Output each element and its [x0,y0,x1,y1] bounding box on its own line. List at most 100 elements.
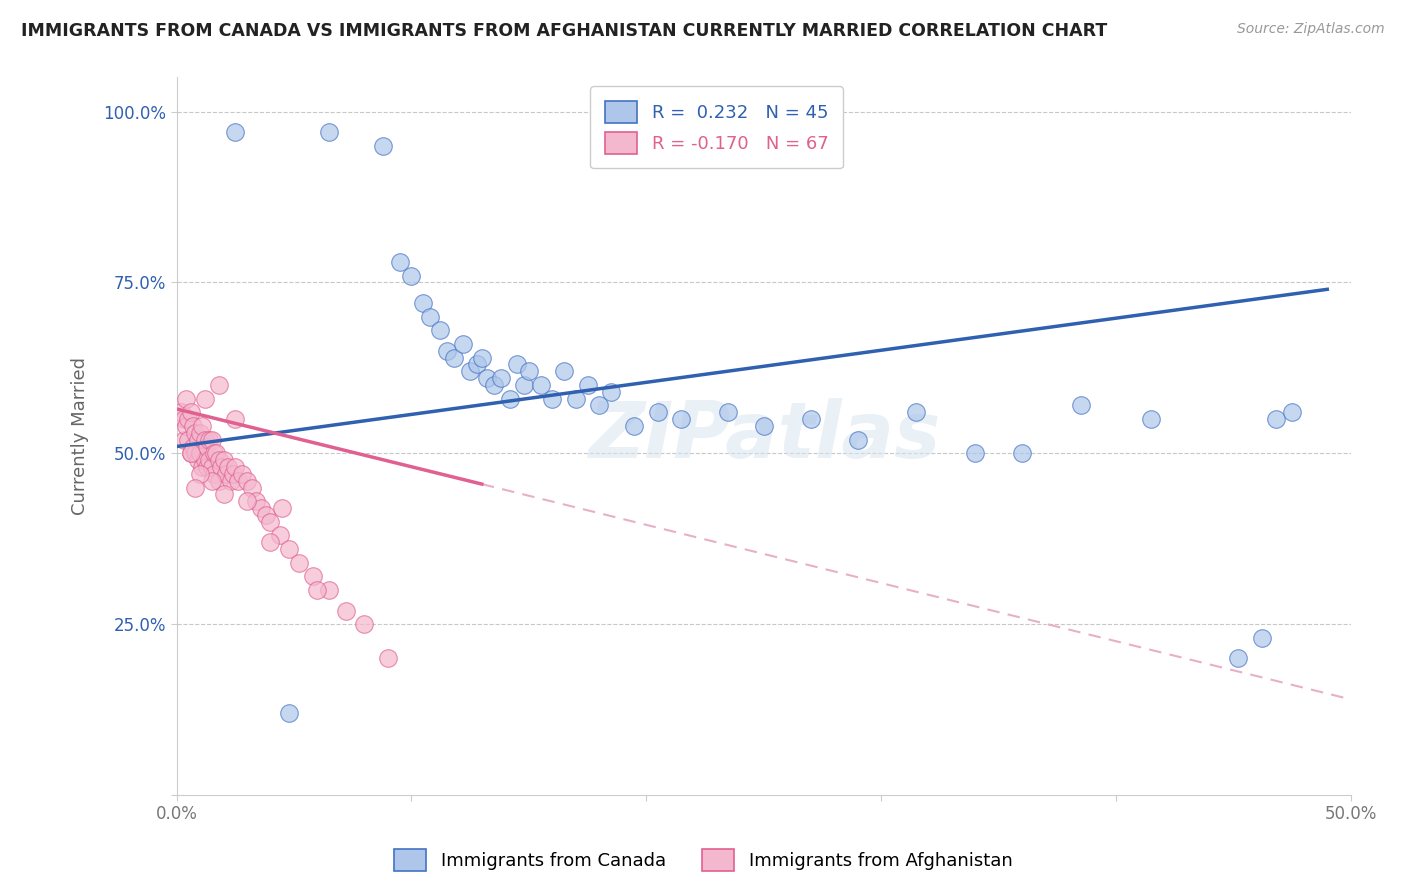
Point [245,494,267,508]
Point [184,425,207,440]
Point [191,419,214,434]
Point [202,467,225,481]
Point [388,255,411,269]
Point [217,460,239,475]
Point [205,446,228,460]
Point [671,412,693,426]
Point [212,487,235,501]
Point [443,351,465,365]
Point [177,433,200,447]
Point [377,651,399,665]
Point [181,419,204,434]
Point [489,371,512,385]
Point [231,467,253,481]
Point [1070,399,1092,413]
Point [565,392,588,406]
Point [215,467,238,481]
Legend: R =  0.232   N = 45, R = -0.170   N = 67: R = 0.232 N = 45, R = -0.170 N = 67 [591,87,844,169]
Point [905,405,928,419]
Y-axis label: Currently Married: Currently Married [72,358,89,516]
Point [187,433,209,447]
Point [513,378,536,392]
Point [318,582,340,597]
Point [187,453,209,467]
Point [278,541,301,556]
Point [963,446,986,460]
Point [180,405,202,419]
Point [301,569,323,583]
Point [208,378,231,392]
Point [201,433,224,447]
Point [188,446,211,460]
Point [846,433,869,447]
Point [177,412,200,426]
Point [236,494,259,508]
Point [208,474,231,488]
Point [475,371,498,385]
Point [451,337,474,351]
Point [465,358,488,372]
Text: ZIPatlas: ZIPatlas [588,398,939,475]
Point [195,460,218,475]
Point [1264,412,1286,426]
Point [198,433,221,447]
Point [717,405,740,419]
Point [553,364,575,378]
Point [236,474,259,488]
Point [201,474,224,488]
Point [1140,412,1163,426]
Point [752,419,775,434]
Point [588,399,610,413]
Point [353,617,375,632]
Point [471,351,494,365]
Text: Source: ZipAtlas.com: Source: ZipAtlas.com [1237,22,1385,37]
Point [174,419,197,434]
Point [800,412,823,426]
Point [180,446,202,460]
Point [259,515,281,529]
Point [181,440,204,454]
Point [1011,446,1033,460]
Point [429,323,451,337]
Point [529,378,551,392]
Point [278,706,301,720]
Point [318,125,340,139]
Point [194,453,217,467]
Point [1281,405,1303,419]
Point [184,481,207,495]
Point [212,453,235,467]
Point [224,125,246,139]
Point [198,453,221,467]
Point [174,392,197,406]
Point [194,392,217,406]
Point [287,556,309,570]
Point [335,603,357,617]
Point [269,528,291,542]
Point [195,440,218,454]
Point [412,296,434,310]
Point [184,446,207,460]
Point [307,582,329,597]
Legend: Immigrants from Canada, Immigrants from Afghanistan: Immigrants from Canada, Immigrants from … [387,842,1019,879]
Point [188,467,211,481]
Point [173,412,195,426]
Point [623,419,645,434]
Point [222,467,245,481]
Point [219,474,242,488]
Point [458,364,481,378]
Point [250,501,273,516]
Point [224,412,246,426]
Point [517,364,540,378]
Point [259,535,281,549]
Text: IMMIGRANTS FROM CANADA VS IMMIGRANTS FROM AFGHANISTAN CURRENTLY MARRIED CORRELAT: IMMIGRANTS FROM CANADA VS IMMIGRANTS FRO… [21,22,1108,40]
Point [576,378,599,392]
Point [254,508,277,522]
Point [173,433,195,447]
Point [191,460,214,475]
Point [202,446,225,460]
Point [170,405,193,419]
Point [1250,631,1272,645]
Point [180,446,202,460]
Point [194,433,217,447]
Point [499,392,522,406]
